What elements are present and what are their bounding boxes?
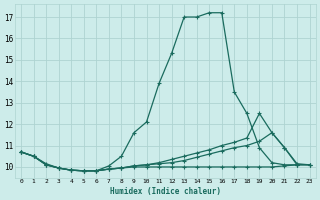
X-axis label: Humidex (Indice chaleur): Humidex (Indice chaleur) <box>110 187 221 196</box>
